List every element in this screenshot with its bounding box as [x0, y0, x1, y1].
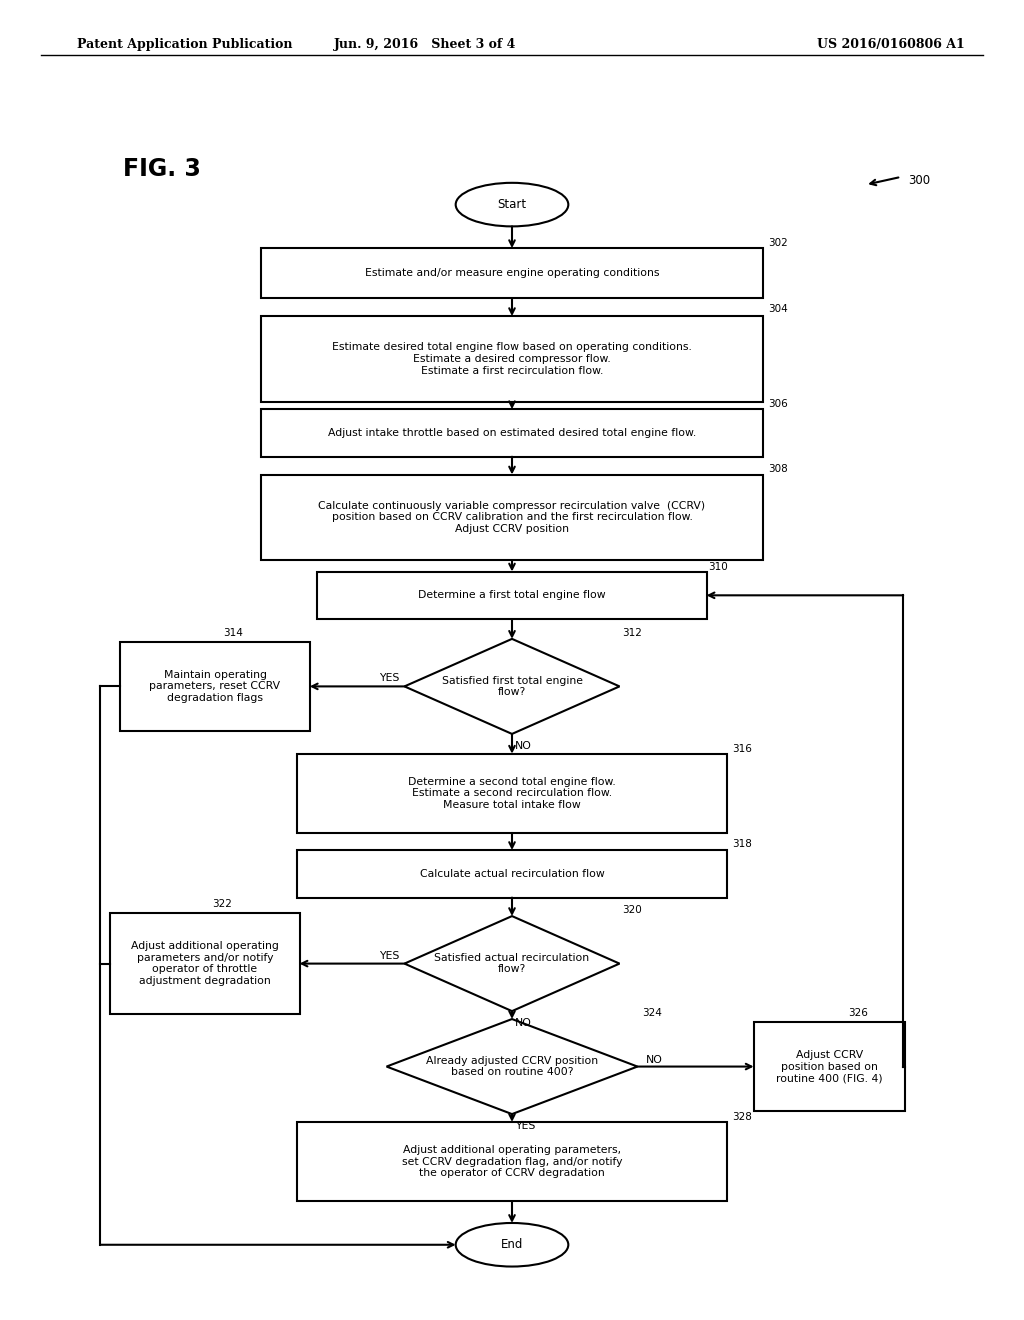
Text: Adjust additional operating parameters,
set CCRV degradation flag, and/or notify: Adjust additional operating parameters, … — [401, 1144, 623, 1179]
Text: 300: 300 — [908, 174, 931, 187]
Text: Maintain operating
parameters, reset CCRV
degradation flags: Maintain operating parameters, reset CCR… — [150, 669, 281, 704]
Text: 312: 312 — [623, 627, 642, 638]
Text: YES: YES — [379, 673, 399, 684]
Text: 318: 318 — [732, 838, 752, 849]
Text: Adjust additional operating
parameters and/or notify
operator of throttle
adjust: Adjust additional operating parameters a… — [131, 941, 279, 986]
Text: NO: NO — [515, 1018, 531, 1028]
FancyBboxPatch shape — [297, 1122, 727, 1201]
Text: Adjust CCRV
position based on
routine 400 (FIG. 4): Adjust CCRV position based on routine 40… — [776, 1049, 883, 1084]
FancyBboxPatch shape — [261, 317, 763, 401]
Text: 314: 314 — [223, 627, 243, 638]
Text: Adjust intake throttle based on estimated desired total engine flow.: Adjust intake throttle based on estimate… — [328, 428, 696, 438]
Text: 304: 304 — [768, 304, 787, 314]
Text: NO: NO — [646, 1055, 663, 1065]
Text: NO: NO — [515, 741, 531, 751]
Text: Estimate desired total engine flow based on operating conditions.
Estimate a des: Estimate desired total engine flow based… — [332, 342, 692, 376]
FancyBboxPatch shape — [121, 642, 309, 731]
Text: 328: 328 — [732, 1111, 752, 1122]
Text: YES: YES — [515, 1121, 536, 1131]
Text: 326: 326 — [848, 1007, 867, 1018]
Text: End: End — [501, 1238, 523, 1251]
FancyBboxPatch shape — [297, 754, 727, 833]
Ellipse shape — [456, 183, 568, 227]
Text: Calculate actual recirculation flow: Calculate actual recirculation flow — [420, 869, 604, 879]
Text: Already adjusted CCRV position
based on routine 400?: Already adjusted CCRV position based on … — [426, 1056, 598, 1077]
Text: 316: 316 — [732, 743, 752, 754]
FancyBboxPatch shape — [111, 913, 299, 1014]
Text: Patent Application Publication: Patent Application Publication — [77, 38, 292, 51]
Text: 302: 302 — [768, 238, 787, 248]
Text: Satisfied actual recirculation
flow?: Satisfied actual recirculation flow? — [434, 953, 590, 974]
FancyBboxPatch shape — [754, 1022, 905, 1111]
Text: Estimate and/or measure engine operating conditions: Estimate and/or measure engine operating… — [365, 268, 659, 279]
FancyBboxPatch shape — [317, 572, 707, 619]
Text: Start: Start — [498, 198, 526, 211]
Text: FIG. 3: FIG. 3 — [123, 157, 201, 181]
Text: US 2016/0160806 A1: US 2016/0160806 A1 — [817, 38, 965, 51]
Text: 310: 310 — [709, 561, 728, 572]
FancyBboxPatch shape — [297, 850, 727, 898]
Text: 322: 322 — [212, 899, 231, 909]
Text: Satisfied first total engine
flow?: Satisfied first total engine flow? — [441, 676, 583, 697]
FancyBboxPatch shape — [261, 248, 763, 298]
Polygon shape — [387, 1019, 637, 1114]
Polygon shape — [404, 639, 620, 734]
Text: 308: 308 — [768, 463, 787, 474]
Text: Determine a second total engine flow.
Estimate a second recirculation flow.
Meas: Determine a second total engine flow. Es… — [409, 776, 615, 810]
Ellipse shape — [456, 1222, 568, 1267]
Text: 306: 306 — [768, 399, 787, 409]
Text: Calculate continuously variable compressor recirculation valve  (CCRV)
position : Calculate continuously variable compress… — [318, 500, 706, 535]
FancyBboxPatch shape — [261, 409, 763, 457]
Polygon shape — [404, 916, 620, 1011]
FancyBboxPatch shape — [261, 474, 763, 560]
Text: 320: 320 — [623, 904, 642, 915]
Text: 324: 324 — [642, 1007, 662, 1018]
Text: YES: YES — [379, 950, 399, 961]
Text: Determine a first total engine flow: Determine a first total engine flow — [418, 590, 606, 601]
Text: Jun. 9, 2016   Sheet 3 of 4: Jun. 9, 2016 Sheet 3 of 4 — [334, 38, 516, 51]
